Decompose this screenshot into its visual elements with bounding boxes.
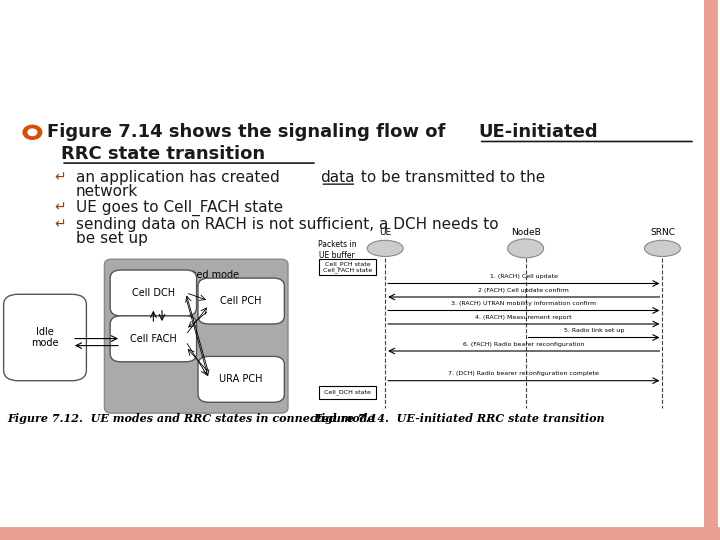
Text: sending data on RACH is not sufficient, a DCH needs to: sending data on RACH is not sufficient, … bbox=[76, 217, 498, 232]
Text: 4. (RACH) Measurement report: 4. (RACH) Measurement report bbox=[475, 315, 572, 320]
Text: Connected mode: Connected mode bbox=[156, 270, 240, 280]
FancyBboxPatch shape bbox=[4, 294, 86, 381]
Ellipse shape bbox=[644, 240, 680, 256]
Text: 6. (FACH) Radio bearer reconfiguration: 6. (FACH) Radio bearer reconfiguration bbox=[463, 342, 585, 347]
FancyBboxPatch shape bbox=[110, 270, 197, 316]
Text: network: network bbox=[76, 184, 138, 199]
Text: Cell_DCH state: Cell_DCH state bbox=[324, 389, 372, 395]
Circle shape bbox=[28, 129, 37, 136]
FancyBboxPatch shape bbox=[319, 259, 376, 275]
Text: Packets in
UE buffer: Packets in UE buffer bbox=[318, 240, 356, 260]
Text: 7. (DCH) Radio bearer reconfiguration complete: 7. (DCH) Radio bearer reconfiguration co… bbox=[449, 372, 599, 376]
FancyBboxPatch shape bbox=[198, 356, 284, 402]
Text: 3. (RACH) UTRAN mobility information confirm: 3. (RACH) UTRAN mobility information con… bbox=[451, 301, 596, 306]
FancyBboxPatch shape bbox=[104, 259, 288, 413]
Text: Cell_PCH state
Cell_FACH state: Cell_PCH state Cell_FACH state bbox=[323, 261, 372, 273]
FancyBboxPatch shape bbox=[198, 278, 284, 324]
Text: Cell DCH: Cell DCH bbox=[132, 288, 175, 298]
FancyBboxPatch shape bbox=[319, 386, 376, 399]
Text: be set up: be set up bbox=[76, 231, 148, 246]
Text: data: data bbox=[320, 170, 355, 185]
Text: 5. Radio link set up: 5. Radio link set up bbox=[564, 328, 624, 333]
Ellipse shape bbox=[367, 240, 403, 256]
Text: ↵: ↵ bbox=[54, 217, 66, 231]
Text: ↵: ↵ bbox=[54, 170, 66, 184]
Ellipse shape bbox=[508, 239, 544, 258]
Text: UE: UE bbox=[379, 227, 391, 237]
Text: URA PCH: URA PCH bbox=[220, 374, 263, 384]
Text: UE-initiated: UE-initiated bbox=[479, 123, 598, 141]
Text: SRNC: SRNC bbox=[650, 227, 675, 237]
Text: UE goes to Cell_FACH state: UE goes to Cell_FACH state bbox=[76, 200, 283, 216]
Text: NodeB: NodeB bbox=[510, 227, 541, 237]
Text: 2 (FACH) Cell update confirm: 2 (FACH) Cell update confirm bbox=[478, 288, 570, 293]
Text: Cell FACH: Cell FACH bbox=[130, 334, 176, 343]
Text: Idle
mode: Idle mode bbox=[32, 327, 59, 348]
Text: ↵: ↵ bbox=[54, 201, 66, 215]
Text: Figure 7.12.  UE modes and RRC states in connected mode: Figure 7.12. UE modes and RRC states in … bbox=[7, 413, 374, 424]
Text: Figure 7.14.  UE-initiated RRC state transition: Figure 7.14. UE-initiated RRC state tran… bbox=[313, 413, 605, 424]
Text: 1. (RACH) Cell update: 1. (RACH) Cell update bbox=[490, 274, 558, 279]
FancyBboxPatch shape bbox=[110, 316, 197, 362]
Text: an application has created: an application has created bbox=[76, 170, 284, 185]
Text: RRC state transition: RRC state transition bbox=[61, 145, 266, 163]
Text: Figure 7.14 shows the signaling flow of: Figure 7.14 shows the signaling flow of bbox=[47, 123, 451, 141]
Circle shape bbox=[23, 125, 42, 139]
Text: Cell PCH: Cell PCH bbox=[220, 296, 262, 306]
Text: to be transmitted to the: to be transmitted to the bbox=[356, 170, 546, 185]
